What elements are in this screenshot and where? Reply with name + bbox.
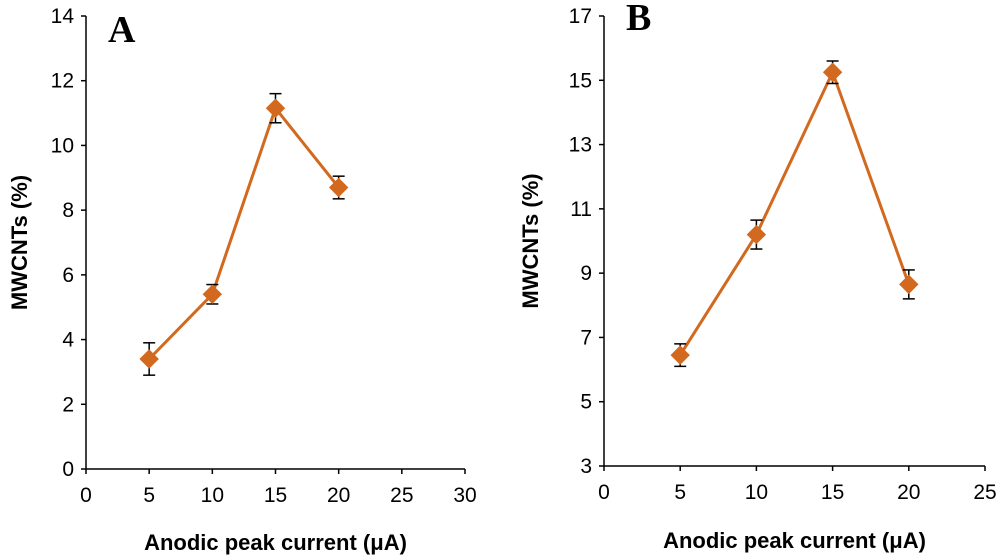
y-axis-title: MWCNTs (%) — [7, 175, 32, 310]
x-tick-label: 0 — [598, 481, 610, 504]
y-tick-label: 15 — [569, 69, 592, 92]
x-tick-label: 15 — [821, 481, 844, 504]
data-point — [265, 98, 286, 118]
y-tick-label: 9 — [580, 262, 592, 285]
x-tick-label: 5 — [143, 484, 155, 507]
x-tick-label: 25 — [973, 481, 996, 504]
y-tick-label: 11 — [570, 198, 592, 221]
data-point — [746, 224, 767, 245]
chart-panel-a: 0 2 4 6 8 10 12 14 0 5 10 15 20 25 30 Anodic peak curre… — [7, 5, 477, 555]
y-tick-label: 0 — [62, 458, 74, 481]
series-line — [678, 68, 911, 356]
x-tick-label: 20 — [897, 481, 920, 504]
x-tick-label: 10 — [745, 481, 768, 504]
x-tick-label: 10 — [201, 484, 224, 507]
x-axis-title: Anodic peak current (μA) — [144, 530, 407, 555]
y-tick-label: 14 — [51, 5, 75, 28]
x-axis-title: Anodic peak current (μA) — [663, 528, 926, 553]
data-point — [139, 349, 159, 369]
y-tick-label: 4 — [62, 329, 74, 352]
panel-label: B — [626, 0, 651, 39]
data-point — [899, 274, 919, 295]
x-tick-label: 25 — [390, 484, 413, 507]
panel-label: A — [108, 9, 136, 51]
y-tick-label: 5 — [580, 391, 592, 414]
x-tick-label: 15 — [264, 484, 287, 507]
data-point — [822, 62, 843, 82]
x-tick-label: 5 — [674, 481, 686, 504]
data-point — [202, 284, 223, 304]
series-line — [148, 105, 340, 361]
y-tick-label: 7 — [580, 326, 592, 349]
y-tick-label: 3 — [580, 455, 592, 478]
data-point — [328, 177, 349, 198]
y-tick-label: 2 — [62, 393, 74, 416]
x-tick-label: 30 — [453, 484, 476, 507]
x-tick-label: 0 — [80, 484, 92, 507]
y-axis-title: MWCNTs (%) — [518, 173, 543, 308]
data-point — [670, 345, 690, 365]
y-tick-label: 10 — [51, 134, 74, 157]
y-tick-label: 17 — [569, 5, 592, 28]
y-tick-label: 6 — [62, 264, 74, 287]
y-tick-label: 13 — [569, 134, 592, 157]
y-tick-label: 8 — [62, 199, 74, 222]
chart-panel-b: 3 5 7 9 11 13 15 17 0 5 10 15 20 25 Anodic peak curren… — [518, 0, 997, 553]
x-tick-label: 20 — [327, 484, 350, 507]
y-tick-label: 12 — [51, 70, 74, 93]
